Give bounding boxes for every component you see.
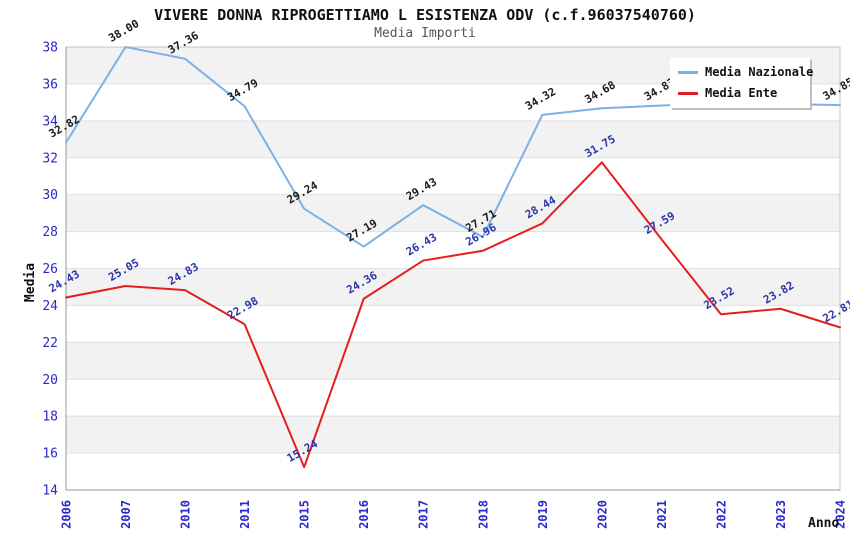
y-tick-label: 18 xyxy=(42,410,58,425)
plot-band xyxy=(66,268,840,306)
point-label-media-nazionale: 34.32 xyxy=(523,85,558,113)
legend-swatch-media-ente-icon xyxy=(678,91,698,95)
y-tick-label: 22 xyxy=(42,336,58,351)
legend: Media Nazionale Media Ente xyxy=(670,58,813,108)
chart-subtitle: Media Importi xyxy=(374,26,476,41)
plot-band xyxy=(66,120,840,158)
y-tick-label: 16 xyxy=(42,447,58,462)
legend-swatch-media-nazionale-icon xyxy=(678,70,698,74)
legend-label-media-ente: Media Ente xyxy=(705,86,778,100)
y-tick-label: 24 xyxy=(42,299,58,314)
y-tick-label: 34 xyxy=(42,114,58,129)
point-label-media-nazionale: 38.00 xyxy=(106,17,141,45)
x-tick-label: 2015 xyxy=(298,500,312,529)
x-tick-label: 2023 xyxy=(774,500,788,529)
x-tick-label: 2011 xyxy=(238,500,252,529)
x-tick-label: 2007 xyxy=(119,500,133,529)
x-tick-label: 2021 xyxy=(655,500,669,529)
plot-band xyxy=(66,416,840,454)
x-tick-label: 2024 xyxy=(834,500,848,529)
y-tick-label: 20 xyxy=(42,373,58,388)
y-axis-title: Media xyxy=(23,263,38,302)
series-line-media-ente xyxy=(65,161,841,469)
x-tick-label: 2020 xyxy=(595,500,609,529)
y-tick-label: 26 xyxy=(42,262,58,277)
legend-item-media-nazionale: Media Nazionale xyxy=(678,65,813,79)
x-axis-title: Anno xyxy=(808,516,839,531)
x-tick-label: 2017 xyxy=(417,500,431,529)
y-tick-label: 28 xyxy=(42,225,58,240)
x-tick-label: 2010 xyxy=(179,500,193,529)
legend-item-media-ente: Media Ente xyxy=(678,86,802,100)
y-tick-label: 14 xyxy=(42,484,58,499)
y-tick-label: 32 xyxy=(42,151,58,166)
y-tick-label: 36 xyxy=(42,77,58,92)
plot-band xyxy=(66,342,840,380)
x-tick-label: 2022 xyxy=(714,500,728,529)
x-tick-label: 2016 xyxy=(357,500,371,529)
x-tick-label: 2018 xyxy=(476,500,490,529)
x-tick-label: 2019 xyxy=(536,500,550,529)
point-label-media-ente: 26.43 xyxy=(404,231,439,259)
y-tick-label: 38 xyxy=(42,41,58,56)
y-tick-label: 30 xyxy=(42,188,58,203)
x-tick-label: 2006 xyxy=(60,500,74,529)
legend-label-media-nazionale: Media Nazionale xyxy=(705,65,814,79)
chart-title: VIVERE DONNA RIPROGETTIAMO L ESISTENZA O… xyxy=(154,6,696,24)
plot-band xyxy=(66,194,840,232)
